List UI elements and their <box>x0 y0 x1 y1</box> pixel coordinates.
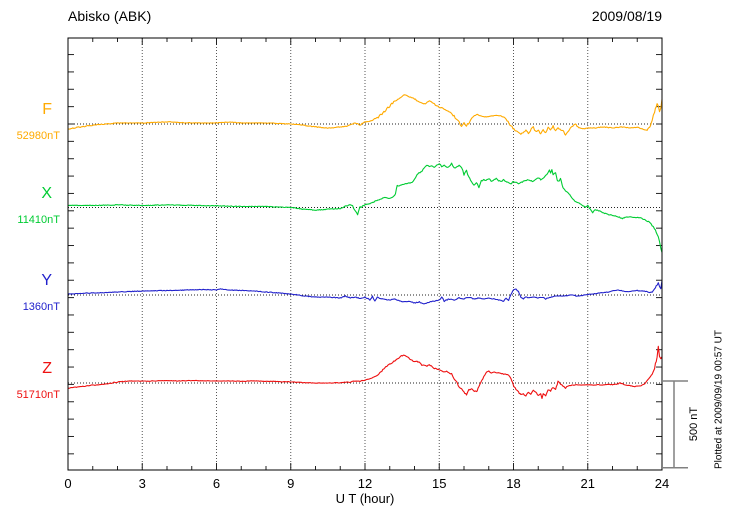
x-tick-label-24: 24 <box>654 476 670 491</box>
plotted-at-note: Plotted at 2009/09/19 00:57 UT <box>713 330 725 469</box>
trace-Y <box>67 280 663 305</box>
trace-X <box>68 162 663 253</box>
channel-baseline-value-Y: 1360nT <box>22 301 60 313</box>
channel-baseline-value-F: 52980nT <box>16 130 60 142</box>
x-tick-label-6: 6 <box>212 476 221 491</box>
x-tick-label-15: 15 <box>432 476 447 491</box>
station-title: Abisko (ABK) <box>68 8 152 24</box>
x-tick-label-21: 21 <box>580 476 595 491</box>
trace-F <box>67 94 663 136</box>
x-tick-label-18: 18 <box>506 476 521 491</box>
x-tick-label-9: 9 <box>287 476 295 491</box>
channel-baseline-value-Z: 51710nT <box>16 389 60 401</box>
channel-label-F: F <box>42 101 52 118</box>
date-label: 2009/08/19 <box>591 8 662 24</box>
x-tick-label-0: 0 <box>64 476 72 491</box>
x-tick-label-12: 12 <box>357 476 373 491</box>
x-axis-label: U T (hour) <box>335 491 395 506</box>
trace-Z <box>67 345 663 400</box>
plot-frame <box>67 37 663 471</box>
channel-label-Z: Z <box>42 360 52 377</box>
channel-baseline-value-X: 11410nT <box>17 213 60 226</box>
channel-label-Y: Y <box>41 272 52 289</box>
scale-bar-label: 500 nT <box>688 406 700 442</box>
channel-label-X: X <box>41 184 52 202</box>
x-tick-label-3: 3 <box>138 476 146 491</box>
